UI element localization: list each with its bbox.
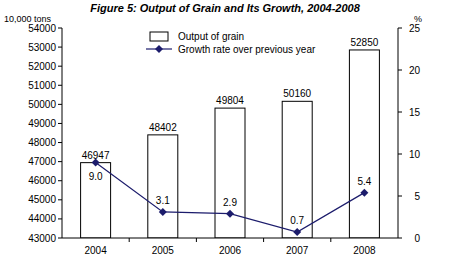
bar — [81, 163, 111, 238]
y-tick — [58, 104, 62, 105]
y-tick — [58, 47, 62, 48]
y2-tick-label: 5 — [414, 191, 420, 202]
y-tick-label: 51000 — [28, 80, 56, 91]
bar — [148, 135, 178, 238]
y-tick-label: 47000 — [28, 156, 56, 167]
y2-tick-label: 25 — [409, 23, 421, 34]
y2-tick — [398, 70, 402, 71]
x-axis-line — [62, 238, 398, 239]
y2-tick — [398, 196, 402, 197]
y-tick-label: 52000 — [28, 61, 56, 72]
y-tick — [58, 28, 62, 29]
y2-tick-label: 15 — [409, 107, 421, 118]
x-tick-label: 2008 — [353, 245, 376, 256]
line — [96, 162, 365, 232]
y-tick-label: 50000 — [28, 99, 56, 110]
y2-tick — [398, 28, 402, 29]
y-tick — [58, 238, 62, 239]
legend-label: Output of grain — [178, 31, 244, 42]
y-tick — [58, 142, 62, 143]
y2-tick-label: 10 — [409, 149, 421, 160]
y2-axis-line — [398, 28, 399, 238]
marker — [293, 228, 301, 236]
line-label: 3.1 — [156, 195, 170, 206]
plot-marks — [81, 50, 380, 238]
bar-label: 48402 — [149, 122, 177, 133]
bar-label: 50160 — [283, 88, 311, 99]
legend-marker — [155, 45, 163, 53]
bar-label: 46947 — [82, 150, 110, 161]
marker — [226, 210, 234, 218]
y-tick-label: 44000 — [28, 213, 56, 224]
y-tick — [58, 180, 62, 181]
legend-label: Growth rate over previous year — [178, 44, 316, 55]
x-tick — [129, 238, 130, 242]
y-axis-line — [62, 28, 63, 238]
x-tick — [330, 238, 331, 242]
y-tick-label: 48000 — [28, 137, 56, 148]
bar — [349, 50, 379, 238]
y-tick-label: 46000 — [28, 175, 56, 186]
marker — [360, 189, 368, 197]
legend-swatch — [150, 32, 168, 41]
y-tick-label: 53000 — [28, 42, 56, 53]
bar-label: 52850 — [350, 37, 378, 48]
y2-tick — [398, 154, 402, 155]
y-tick-label: 49000 — [28, 118, 56, 129]
x-tick-label: 2006 — [219, 245, 242, 256]
y-tick — [58, 161, 62, 162]
y-tick-label: 43000 — [28, 233, 56, 244]
line-label: 0.7 — [290, 215, 304, 226]
marker — [159, 208, 167, 216]
y-tick — [58, 218, 62, 219]
line-label: 9.0 — [89, 171, 103, 182]
legend: Output of grain Growth rate over previous… — [146, 31, 316, 55]
y-tick-label: 54000 — [28, 23, 56, 34]
x-tick — [196, 238, 197, 242]
bar-label: 49804 — [216, 95, 244, 106]
bar — [215, 108, 245, 238]
y-tick — [58, 66, 62, 67]
x-tick-label: 2004 — [84, 245, 107, 256]
y2-tick-label: 0 — [414, 233, 420, 244]
x-tick-label: 2005 — [152, 245, 175, 256]
bar — [282, 101, 312, 238]
x-tick-label: 2007 — [286, 245, 309, 256]
line-label: 2.9 — [223, 197, 237, 208]
y-tick — [58, 123, 62, 124]
y-tick — [58, 85, 62, 86]
y-tick-label: 45000 — [28, 194, 56, 205]
x-tick — [263, 238, 264, 242]
line-label: 5.4 — [357, 176, 371, 187]
y2-tick — [398, 238, 402, 239]
title: Figure 5: Output of Grain and Its Growth… — [90, 2, 360, 14]
chart: Figure 5: Output of Grain and Its Growth… — [0, 0, 450, 269]
y2-tick-label: 20 — [409, 65, 421, 76]
y-tick — [58, 199, 62, 200]
y2-tick — [398, 112, 402, 113]
